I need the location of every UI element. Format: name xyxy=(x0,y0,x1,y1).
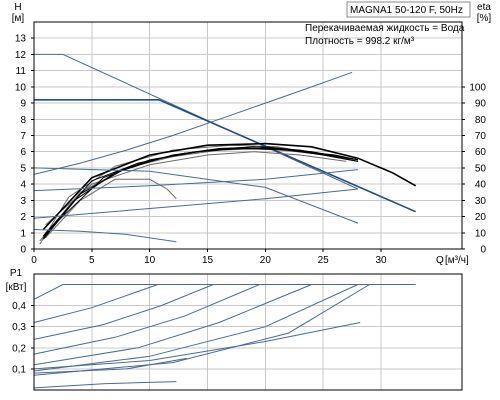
head-grid xyxy=(33,22,462,250)
power-tick-label: 0,2 xyxy=(12,343,26,354)
head-curve-5 xyxy=(45,151,347,226)
head-curve-16 xyxy=(33,229,177,243)
head-axis-unit: [м] xyxy=(12,13,25,24)
flow-tick-label: 5 xyxy=(89,255,95,266)
head-axis-ticks: 0 5 10 15 20 25 300123456789101112130102030405… xyxy=(15,34,487,266)
head-curve-6 xyxy=(45,178,177,239)
power-curve-1 xyxy=(33,284,416,300)
head-tick-label: 4 xyxy=(20,180,26,191)
head-tick-label: 2 xyxy=(20,212,26,223)
power-tick-label: 0,4 xyxy=(12,301,26,312)
eta-axis-unit: [%] xyxy=(477,13,492,24)
power-curve-8 xyxy=(33,322,361,370)
title-box xyxy=(346,1,471,18)
eta-tick-label: 50 xyxy=(475,163,487,174)
flow-tick-label: 15 xyxy=(202,255,214,266)
power-tick-label: 0,3 xyxy=(12,322,26,333)
head-curve-10 xyxy=(45,147,359,234)
head-tick-label: 12 xyxy=(15,50,27,61)
head-curve-9 xyxy=(42,148,358,237)
flow-tick-label: 25 xyxy=(318,255,330,266)
density-note: Плотность = 998.2 кг/м³ xyxy=(305,36,415,47)
power-curve-6 xyxy=(33,284,359,372)
head-tick-label: 0 xyxy=(20,245,26,256)
eta-tick-label: 0 xyxy=(480,245,486,256)
flow-axis-label: Q xyxy=(436,255,444,266)
head-curve-14 xyxy=(33,169,358,192)
head-curve-4 xyxy=(39,147,358,242)
head-curves xyxy=(33,53,417,245)
power-curve-10 xyxy=(33,381,177,389)
chart-title: MAGNA1 50-120 F, 50Hz xyxy=(350,5,463,16)
head-curve-2 xyxy=(34,99,417,213)
flow-tick-label: 20 xyxy=(260,255,272,266)
fluid-note: Перекачиваемая жидкость = Вода xyxy=(305,23,465,34)
head-tick-label: 6 xyxy=(20,147,26,158)
power-curve-4 xyxy=(33,284,260,355)
head-tick-label: 8 xyxy=(20,115,26,126)
power-curve-9 xyxy=(33,357,187,374)
power-tick-label: 0,1 xyxy=(12,364,26,375)
head-curve-13 xyxy=(33,188,358,219)
power-axis-ticks: 0,1 0,2 0,3 0,4 xyxy=(12,301,34,375)
eta-tick-label: 80 xyxy=(475,115,487,126)
head-tick-label: 11 xyxy=(16,66,27,77)
eta-tick-label: 100 xyxy=(469,82,486,93)
power-plot-frame xyxy=(33,273,463,391)
power-curve-7 xyxy=(33,284,370,376)
head-tick-label: 9 xyxy=(20,99,26,110)
eta-tick-label: 90 xyxy=(475,99,487,110)
head-tick-label: 13 xyxy=(15,34,27,45)
head-curve-12 xyxy=(33,71,353,175)
head-tick-label: 7 xyxy=(20,131,26,142)
eta-tick-label: 30 xyxy=(475,196,487,207)
flow-tick-label: 0 xyxy=(31,255,37,266)
power-curve-5 xyxy=(33,284,312,366)
eta-tick-label: 60 xyxy=(475,147,487,158)
eta-tick-label: 20 xyxy=(475,212,487,223)
head-axis-label: H xyxy=(14,2,21,13)
flow-tick-label: 10 xyxy=(144,255,156,266)
eta-axis-label: eta xyxy=(477,2,491,13)
power-curve-3 xyxy=(33,284,214,340)
power-curve-2 xyxy=(33,284,158,323)
head-tick-label: 10 xyxy=(15,82,27,93)
head-curve-15 xyxy=(33,167,359,224)
power-axis-unit: [кВт] xyxy=(6,282,27,293)
eta-tick-label: 70 xyxy=(475,131,487,142)
head-tick-label: 1 xyxy=(20,228,26,239)
power-curves xyxy=(33,284,416,389)
head-tick-label: 3 xyxy=(20,196,26,207)
eta-tick-label: 40 xyxy=(475,180,487,191)
flow-axis-unit: [м³/ч] xyxy=(445,255,469,266)
head-curve-3 xyxy=(39,144,358,245)
eta-tick-label: 10 xyxy=(475,228,487,239)
flow-tick-label: 30 xyxy=(375,255,387,266)
power-axis-label: P1 xyxy=(10,268,23,279)
head-tick-label: 5 xyxy=(20,163,26,174)
power-grid xyxy=(33,274,462,390)
